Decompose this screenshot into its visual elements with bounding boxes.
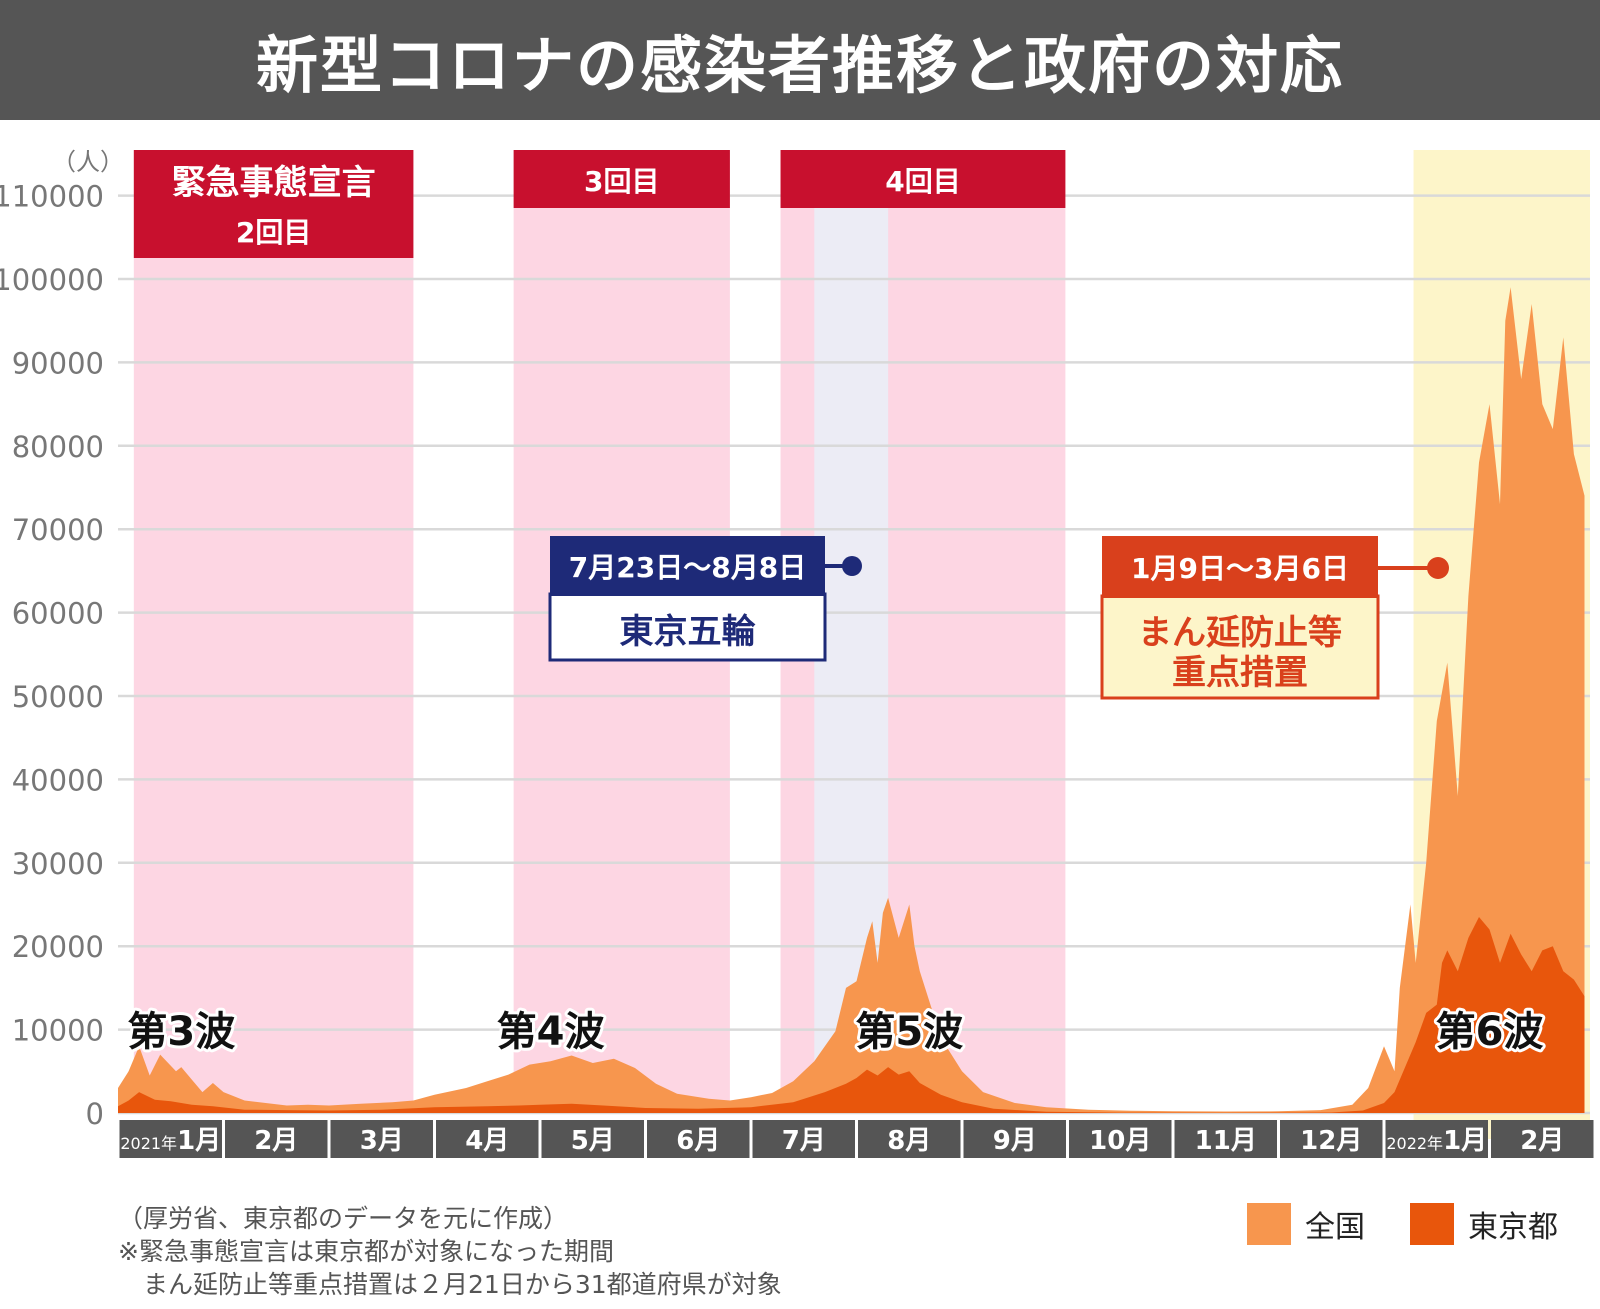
emergency-band-1 bbox=[133, 150, 414, 1113]
month-label: 4月 bbox=[465, 1126, 509, 1156]
y-tick-label: 100000 bbox=[0, 263, 104, 297]
month-label: 3月 bbox=[360, 1126, 404, 1156]
y-tick-label: 40000 bbox=[12, 763, 104, 797]
month-axis-cell bbox=[330, 1120, 433, 1158]
note-emergency: ※緊急事態宣言は東京都が対象になった期間 bbox=[118, 1237, 614, 1266]
priority-connector-dot bbox=[1427, 557, 1449, 579]
y-tick-label: 90000 bbox=[12, 346, 104, 380]
legend-swatch-nationwide bbox=[1247, 1203, 1291, 1245]
month-axis-cell bbox=[1174, 1120, 1277, 1158]
month-axis-cell bbox=[752, 1120, 855, 1158]
month-axis-cell bbox=[963, 1120, 1066, 1158]
month-label: 12月 bbox=[1300, 1126, 1362, 1156]
emergency-header-2 bbox=[513, 150, 730, 208]
month-label: 6月 bbox=[676, 1126, 720, 1156]
month-axis-cell bbox=[119, 1120, 222, 1158]
source-notes: （厚労省、東京都のデータを元に作成） ※緊急事態宣言は東京都が対象になった期間 … bbox=[118, 1202, 782, 1301]
month-label: 9月 bbox=[993, 1126, 1037, 1156]
emergency-header-label: 3回目 bbox=[584, 165, 659, 198]
legend-nationwide: 全国 bbox=[1247, 1202, 1365, 1246]
y-tick-label: 10000 bbox=[12, 1014, 104, 1048]
wave-label-4: 第4波 bbox=[497, 1009, 605, 1055]
emergency-header-sublabel: 2回目 bbox=[236, 216, 311, 249]
emergency-header-3 bbox=[780, 150, 1066, 208]
y-tick-label: 70000 bbox=[12, 513, 104, 547]
chart-area: 0 10000 20000 30000 40000 50000 60000 70000 8000… bbox=[0, 148, 1594, 1158]
month-axis-cell bbox=[1491, 1120, 1594, 1158]
olympics-callout-header bbox=[550, 536, 825, 596]
month-axis-cell bbox=[225, 1120, 328, 1158]
y-unit-label: （人） bbox=[52, 148, 124, 176]
olympics-connector-dot bbox=[842, 556, 862, 576]
month-label: 5月 bbox=[571, 1126, 615, 1156]
month-label: 2021年1月 bbox=[120, 1126, 221, 1156]
legend-label-tokyo: 東京都 bbox=[1468, 1210, 1558, 1245]
month-axis-cell bbox=[1280, 1120, 1383, 1158]
month-axis-cell bbox=[436, 1120, 539, 1158]
y-tick-label: 110000 bbox=[0, 180, 104, 214]
y-tick-label: 0 bbox=[86, 1097, 104, 1131]
legend-tokyo: 東京都 bbox=[1410, 1202, 1558, 1246]
wave-label-5: 第5波 bbox=[855, 1009, 963, 1055]
y-tick-label: 50000 bbox=[12, 680, 104, 714]
emergency-header-1 bbox=[133, 150, 414, 258]
month-label: 2月 bbox=[1520, 1126, 1564, 1156]
month-axis-cell bbox=[1069, 1120, 1172, 1158]
priority-label-line1: まん延防止等 bbox=[1138, 613, 1342, 653]
priority-callout-header bbox=[1102, 536, 1378, 598]
month-label: 11月 bbox=[1195, 1126, 1257, 1156]
y-tick-label: 30000 bbox=[12, 847, 104, 881]
legend-label-nationwide: 全国 bbox=[1305, 1210, 1365, 1245]
month-axis-cell bbox=[858, 1120, 961, 1158]
emergency-header-label: 緊急事態宣言 bbox=[172, 163, 376, 203]
month-axis-cell bbox=[647, 1120, 750, 1158]
priority-label-line2: 重点措置 bbox=[1172, 653, 1308, 693]
olympics-date-label: 7月23日〜8月8日 bbox=[569, 551, 806, 584]
y-tick-label: 80000 bbox=[12, 430, 104, 464]
month-label: 8月 bbox=[887, 1126, 931, 1156]
month-axis-cell bbox=[1385, 1120, 1488, 1158]
chart-title: 新型コロナの感染者推移と政府の対応 bbox=[255, 29, 1344, 102]
emergency-header-label: 4回目 bbox=[885, 165, 960, 198]
month-label: 2022年1月 bbox=[1386, 1126, 1487, 1156]
month-label: 7月 bbox=[782, 1126, 826, 1156]
note-source: （厚労省、東京都のデータを元に作成） bbox=[118, 1204, 569, 1233]
legend-swatch-tokyo bbox=[1410, 1203, 1454, 1245]
wave-label-6: 第6波 bbox=[1436, 1009, 1544, 1055]
month-axis-cell bbox=[541, 1120, 644, 1158]
olympics-callout-body bbox=[548, 592, 827, 662]
olympics-label: 東京五輪 bbox=[620, 612, 756, 652]
wave-label-3: 第3波 bbox=[127, 1009, 235, 1055]
series-area-tokyo bbox=[118, 917, 1585, 1113]
y-tick-label: 60000 bbox=[12, 597, 104, 631]
y-tick-label: 20000 bbox=[12, 930, 104, 964]
priority-date-label: 1月9日〜3月6日 bbox=[1131, 552, 1349, 585]
title-bar: 新型コロナの感染者推移と政府の対応 bbox=[0, 0, 1600, 120]
note-priority: まん延防止等重点措置は２月21日から31都道府県が対象 bbox=[118, 1270, 782, 1299]
month-label: 10月 bbox=[1089, 1126, 1151, 1156]
month-label: 2月 bbox=[254, 1126, 298, 1156]
